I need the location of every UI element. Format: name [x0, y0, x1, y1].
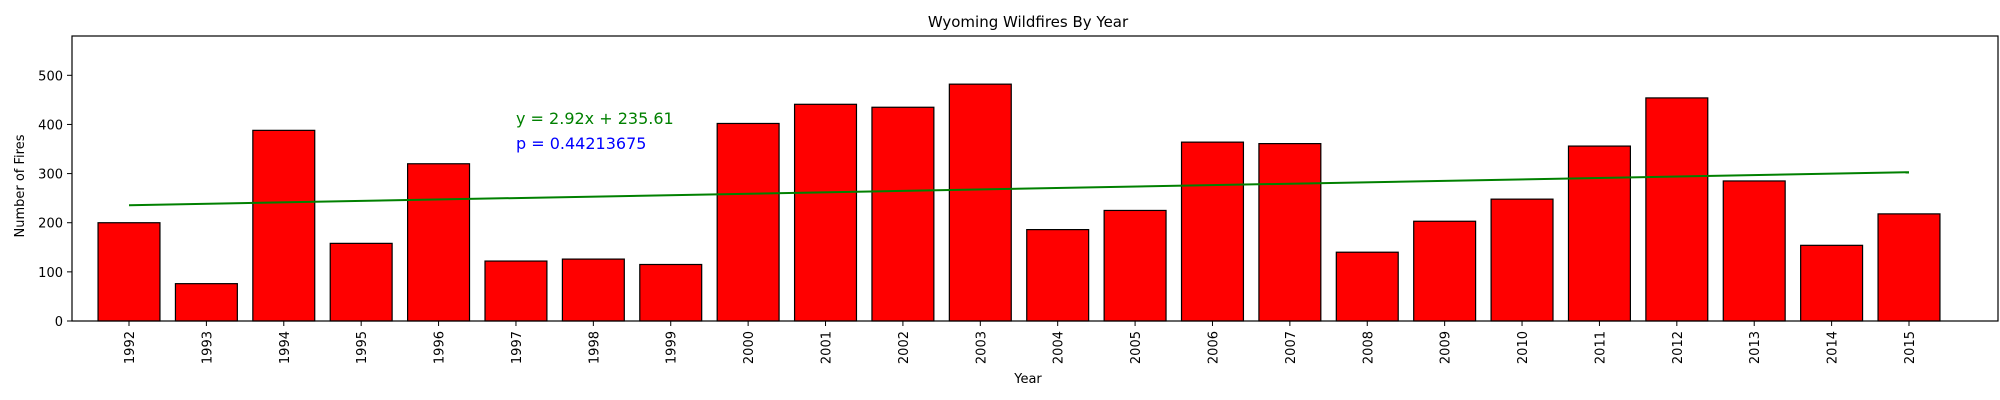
trendline	[128, 171, 1910, 207]
bar-2009	[1413, 220, 1477, 322]
x-tick-label-1998: 1998	[587, 331, 602, 364]
x-tick-label-2004: 2004	[1052, 331, 1067, 364]
x-tick-label-2002: 2002	[897, 331, 912, 364]
bar-2001	[793, 103, 858, 322]
x-tick-label-2001: 2001	[820, 331, 835, 364]
bar-1999	[639, 263, 703, 322]
x-tick-label-2007: 2007	[1284, 331, 1299, 364]
bar-1993	[174, 283, 238, 322]
x-tick-label-1993: 1993	[200, 331, 215, 364]
x-tick-label-1995: 1995	[355, 331, 370, 364]
y-axis-label: Number of Fires	[13, 134, 28, 237]
bar-2004	[1026, 229, 1090, 322]
x-tick-label-1997: 1997	[510, 331, 525, 364]
x-tick-label-2000: 2000	[742, 331, 757, 364]
bar-2014	[1800, 244, 1864, 322]
x-tick-label-2012: 2012	[1671, 331, 1686, 364]
bar-2005	[1103, 209, 1167, 322]
y-tick-label-300: 300	[38, 168, 63, 183]
bar-1996	[407, 163, 471, 322]
x-tick-label-2013: 2013	[1748, 331, 1763, 364]
bar-2015	[1877, 213, 1941, 322]
y-tick-label-100: 100	[38, 266, 63, 281]
x-tick-label-1994: 1994	[278, 331, 293, 364]
x-tick-label-1999: 1999	[665, 331, 680, 364]
trendline-equation: y = 2.92x + 235.61	[516, 109, 674, 128]
x-axis-label: Year	[1013, 372, 1042, 387]
x-tick-label-2005: 2005	[1129, 331, 1144, 364]
bar-1994	[252, 129, 316, 322]
x-tick-label-2006: 2006	[1206, 331, 1221, 364]
y-tick-label-500: 500	[38, 69, 63, 84]
x-tick-label-2008: 2008	[1361, 331, 1376, 364]
x-tick-label-2010: 2010	[1516, 331, 1531, 364]
x-tick-label-2003: 2003	[974, 331, 989, 364]
bar-2011	[1567, 145, 1631, 322]
x-tick-label-2011: 2011	[1593, 331, 1608, 364]
bar-1998	[561, 258, 625, 322]
bar-2012	[1645, 97, 1709, 322]
x-tick-label-2014: 2014	[1826, 331, 1841, 364]
y-tick-label-0: 0	[55, 315, 63, 330]
bar-2013	[1722, 180, 1786, 322]
plot-frame	[71, 35, 1999, 322]
bar-2002	[871, 106, 935, 322]
bar-1997	[484, 260, 548, 322]
bar-2006	[1180, 141, 1245, 322]
chart-title: Wyoming Wildfires By Year	[928, 13, 1129, 31]
bar-1992	[97, 222, 161, 322]
x-tick-label-1992: 1992	[123, 331, 138, 364]
bar-2010	[1490, 198, 1554, 322]
bar-1995	[329, 242, 393, 322]
plot-area: 0 100 200 300 400 500 1992 1993 1994 1995 1996 1997…	[38, 35, 1999, 364]
y-tick-label-200: 200	[38, 217, 63, 232]
bar-2000	[716, 122, 780, 322]
p-value-label: p = 0.44213675	[516, 134, 646, 153]
bar-2008	[1335, 251, 1399, 322]
x-tick-label-2009: 2009	[1439, 331, 1454, 364]
y-tick-label-400: 400	[38, 118, 63, 133]
x-tick-label-1996: 1996	[433, 331, 448, 364]
bar-2003	[948, 83, 1012, 322]
bar-2007	[1258, 143, 1322, 322]
x-tick-label-2015: 2015	[1903, 331, 1918, 364]
